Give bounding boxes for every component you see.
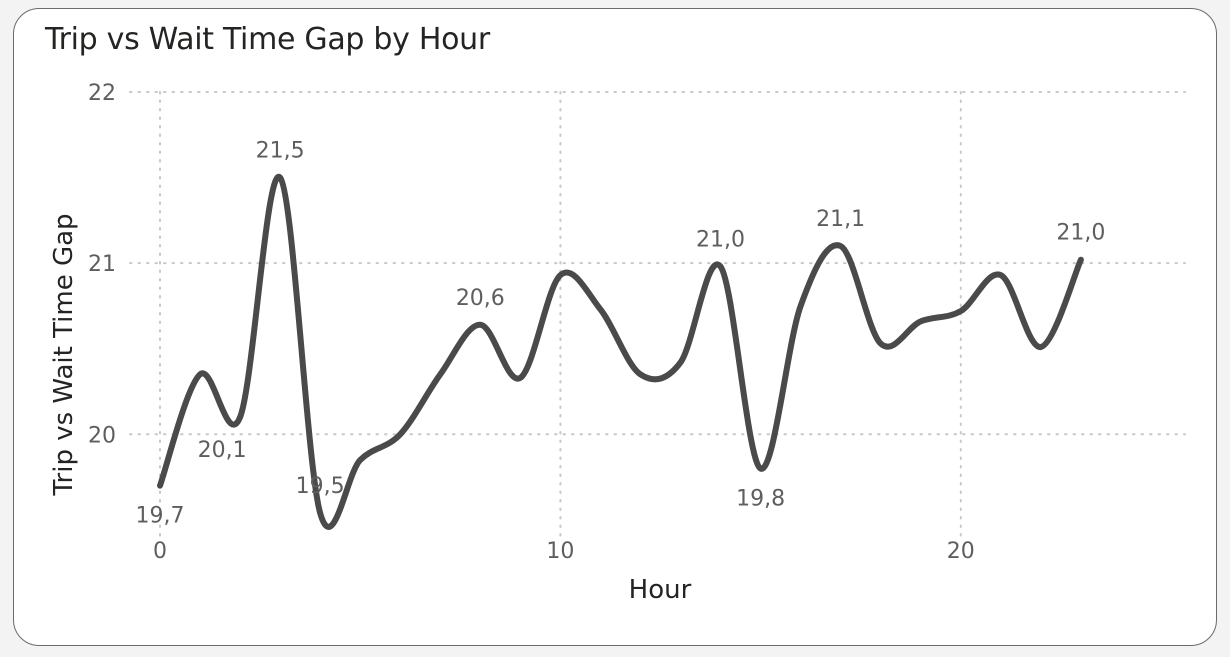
gridlines	[129, 91, 1186, 538]
series-line	[157, 174, 1084, 530]
data-labels: 19,7 20,1 21,5 19,5 20,6 21,0 19,8 21,1 21,0	[136, 139, 1106, 529]
data-label: 20,1	[198, 438, 247, 463]
data-label: 21,0	[1056, 221, 1105, 246]
data-label: 20,6	[456, 286, 505, 311]
x-tick-label: 20	[947, 539, 975, 564]
x-tick-label: 10	[546, 539, 574, 564]
y-tick-label: 22	[88, 81, 116, 106]
data-label: 19,5	[296, 474, 345, 499]
y-axis-ticks: 20 21 22	[88, 81, 116, 448]
data-label: 21,1	[816, 207, 865, 232]
data-label: 21,0	[696, 228, 745, 253]
x-tick-label: 0	[153, 539, 167, 564]
x-axis-title: Hour	[629, 575, 692, 605]
y-axis-title: Trip vs Wait Time Gap	[49, 213, 79, 496]
y-tick-label: 20	[88, 423, 116, 448]
data-label: 19,7	[136, 504, 185, 529]
data-label: 21,5	[256, 139, 305, 164]
y-tick-label: 21	[88, 252, 116, 277]
chart-card	[13, 8, 1217, 646]
x-axis-ticks: 0 10 20	[153, 539, 975, 564]
chart-title: Trip vs Wait Time Gap by Hour	[45, 22, 490, 57]
data-label: 19,8	[736, 487, 785, 512]
